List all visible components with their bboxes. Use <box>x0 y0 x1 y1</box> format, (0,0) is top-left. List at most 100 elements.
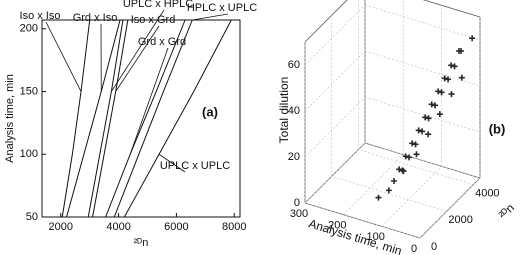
z-axis-label: Total dilution <box>277 77 291 144</box>
point-marker <box>432 102 439 109</box>
series-label: Iso x Iso <box>20 10 61 22</box>
point-marker <box>409 140 416 147</box>
box-edge <box>304 0 348 43</box>
point <box>425 131 432 138</box>
y-axis-label: Analysis time, min <box>4 74 16 163</box>
point-marker <box>435 88 442 95</box>
y-tick-label: 0 <box>431 241 437 253</box>
point <box>415 127 422 134</box>
z-tick-label: 60 <box>288 59 300 71</box>
point <box>458 48 465 55</box>
point <box>413 151 420 158</box>
point-marker <box>415 127 422 134</box>
label-arrow <box>158 153 186 173</box>
x-axis-label: ²ᴰn <box>134 237 149 249</box>
series-label: UPLC x HPLC <box>123 0 193 10</box>
box-edge <box>304 142 366 204</box>
grid-line <box>304 202 421 239</box>
point <box>432 102 439 109</box>
grid-line <box>331 176 447 212</box>
series-label: UPLC x UPLC <box>160 160 230 172</box>
point <box>409 140 416 147</box>
x-tick-label: 200 <box>328 220 346 232</box>
label-arrow <box>111 9 165 92</box>
grid-line <box>381 166 442 227</box>
grid-line <box>304 50 366 112</box>
point-marker <box>425 115 432 122</box>
point-marker <box>413 151 420 158</box>
point <box>438 89 445 96</box>
point <box>406 154 413 161</box>
point <box>419 128 426 135</box>
point <box>428 101 435 108</box>
panel-label: (b) <box>489 121 506 136</box>
point <box>391 178 397 184</box>
point <box>445 76 452 83</box>
x-tick-label: 100 <box>366 231 384 243</box>
point-marker <box>436 111 443 118</box>
point <box>436 111 443 118</box>
point-marker <box>425 131 432 138</box>
point <box>375 194 382 201</box>
x-tick-label: 4000 <box>106 221 130 233</box>
grid-line <box>364 142 481 179</box>
grid-line <box>304 96 366 158</box>
point-marker <box>458 48 465 55</box>
series-label: HPLC x UPLC <box>187 2 257 14</box>
grid-line <box>364 96 481 133</box>
x-tick-label: 0 <box>411 243 417 255</box>
point <box>435 88 442 95</box>
point <box>448 91 455 98</box>
grid-line <box>358 149 474 185</box>
point-marker <box>412 141 419 148</box>
point <box>441 75 448 82</box>
point <box>412 141 419 148</box>
x-tick-label: 6000 <box>164 221 188 233</box>
series-line <box>105 19 186 218</box>
point-marker <box>400 168 407 175</box>
label-arrow <box>115 25 160 92</box>
series-line <box>92 19 129 218</box>
plot-frame <box>41 19 241 218</box>
y-tick-label: 50 <box>26 211 38 223</box>
point-marker <box>385 187 392 194</box>
series-label: Grd x Iso <box>73 12 118 24</box>
point <box>400 168 407 175</box>
point <box>458 74 465 81</box>
grid-line <box>364 50 481 87</box>
y-tick-label: 4000 <box>475 188 499 200</box>
point <box>451 63 458 70</box>
grid-line <box>364 4 481 41</box>
point-marker <box>451 63 458 70</box>
x-tick-label: 300 <box>290 208 308 220</box>
series-label: Iso x Grd <box>131 14 176 26</box>
point-marker <box>445 76 452 83</box>
series-line <box>66 19 121 218</box>
point <box>469 35 476 42</box>
y-axis-label: ²ᴰn <box>496 201 517 222</box>
point-marker <box>375 194 382 201</box>
point-marker <box>438 89 445 96</box>
x-axis-label: Analysis time, min <box>307 216 404 255</box>
point <box>422 114 429 121</box>
series-line <box>123 19 232 218</box>
series-line <box>61 19 91 218</box>
y-tick-label: 150 <box>20 85 38 97</box>
point-marker <box>469 35 476 42</box>
label-arrow <box>129 47 169 155</box>
box-edge <box>422 0 481 18</box>
grid-line <box>304 4 366 66</box>
series-label: Grd x Grd <box>138 36 186 48</box>
point-marker <box>391 178 397 184</box>
point-marker <box>402 153 409 160</box>
point-marker <box>441 75 448 82</box>
point-marker <box>396 166 403 173</box>
point-marker <box>428 101 435 108</box>
point-marker <box>422 114 429 121</box>
y-tick-label: 200 <box>20 23 38 35</box>
point-marker <box>448 91 455 98</box>
z-tick-label: 20 <box>288 151 300 163</box>
point-marker <box>419 128 426 135</box>
point <box>385 187 392 194</box>
